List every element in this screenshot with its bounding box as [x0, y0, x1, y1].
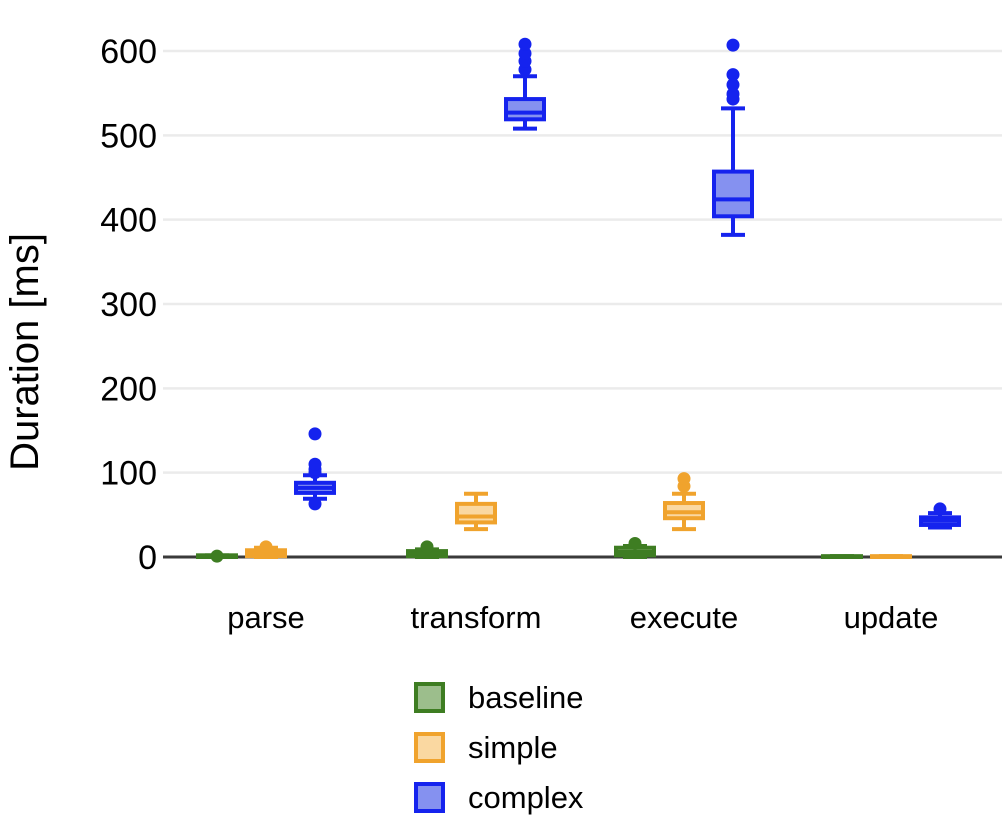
box-transform-simple: [455, 491, 497, 532]
box-transform-complex: [504, 37, 546, 131]
outlier-dot: [420, 540, 434, 554]
legend-label-simple: simple: [468, 730, 558, 765]
outlier-dot: [933, 502, 947, 516]
legend-swatch-simple: [414, 732, 445, 763]
box-update-baseline: [821, 554, 863, 560]
outlier-dot: [677, 472, 691, 486]
y-axis-title: Duration [ms]: [3, 233, 47, 471]
y-tick-label-0: 0: [138, 539, 157, 577]
x-label-execute: execute: [630, 600, 739, 635]
y-tick-label-600: 600: [100, 33, 157, 71]
legend: baseline simple complex: [414, 680, 584, 815]
legend-swatch-baseline: [414, 682, 445, 713]
y-tick-label-100: 100: [100, 455, 157, 493]
legend-swatch-complex: [414, 782, 445, 813]
box-update-simple: [870, 554, 912, 560]
outlier-dot: [308, 457, 322, 471]
outlier-dot: [518, 47, 532, 61]
box-parse-simple: [245, 540, 287, 559]
grid-layer: [163, 49, 1002, 559]
legend-label-baseline: baseline: [468, 680, 583, 715]
y-tick-label-300: 300: [100, 286, 157, 324]
y-tick-label-200: 200: [100, 370, 157, 408]
outlier-dot: [308, 497, 322, 511]
outlier-dot: [628, 537, 642, 551]
box-execute-simple: [663, 472, 705, 532]
y-tick-label-400: 400: [100, 202, 157, 240]
box-transform-baseline: [406, 540, 448, 559]
box-execute-complex: [712, 38, 754, 237]
iqr-box: [504, 97, 546, 122]
outlier-dot: [726, 87, 740, 101]
iqr-box: [712, 169, 754, 219]
box-layer: [196, 37, 961, 563]
outlier-dot: [726, 68, 740, 82]
outlier-dot: [518, 37, 532, 51]
box-parse-baseline: [196, 549, 238, 563]
box-update-complex: [919, 502, 961, 530]
iqr-box: [455, 501, 497, 525]
legend-label-complex: complex: [468, 780, 584, 815]
box-execute-baseline: [614, 537, 656, 559]
y-tick-labels: 0 100 200 300 400 500 600: [100, 33, 157, 577]
box-parse-complex: [294, 427, 336, 511]
y-tick-label-500: 500: [100, 117, 157, 155]
x-category-labels: parse transform execute update: [227, 600, 938, 635]
outlier-dot: [259, 540, 273, 554]
outlier-dot: [726, 38, 740, 52]
outlier-dot: [726, 78, 740, 92]
outlier-dot: [308, 427, 322, 441]
x-label-update: update: [844, 600, 939, 635]
x-label-parse: parse: [227, 600, 305, 635]
outlier-dot: [210, 549, 224, 563]
x-label-transform: transform: [411, 600, 542, 635]
